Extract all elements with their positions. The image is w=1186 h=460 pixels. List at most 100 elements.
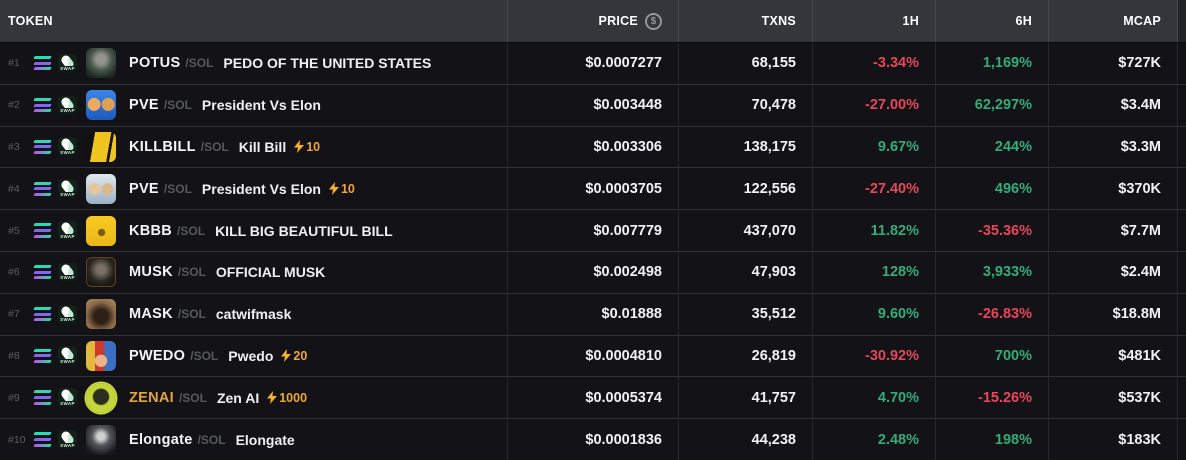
token-cell: #6 SWAP MUSK /SOL OFFICIAL MUSK <box>0 252 507 293</box>
change-1h-cell: -27.00% <box>812 84 935 126</box>
table-body: #1 SWAP POTUS /SOL PEDO OF THE UNITED ST… <box>0 42 1186 460</box>
token-avatar <box>86 90 116 121</box>
pumpswap-dex-icon: SWAP <box>58 430 77 450</box>
swap-tag-label: SWAP <box>58 400 77 408</box>
txns-cell: 68,155 <box>678 43 812 84</box>
scrollbar-track[interactable] <box>1177 251 1186 293</box>
token-row-5[interactable]: #5 SWAP KBBB /SOL KILL BIG BEAUTIFUL BIL… <box>0 209 1186 251</box>
scrollbar-track[interactable] <box>1177 210 1186 251</box>
rank-label: #10 <box>8 433 26 446</box>
col-header-6h[interactable]: 6H <box>935 0 1048 42</box>
swap-tag-label: SWAP <box>58 358 77 366</box>
scrollbar-track[interactable] <box>1177 335 1186 377</box>
change-1h-cell: 11.82% <box>812 210 935 251</box>
token-row-2[interactable]: #2 SWAP PVE /SOL President Vs Elon $0.00… <box>0 83 1186 126</box>
token-row-10[interactable]: #10 SWAP Elongate /SOL Elongate $0.00018… <box>0 418 1186 460</box>
change-1h-cell: 9.60% <box>812 293 935 335</box>
token-row-6[interactable]: #6 SWAP MUSK /SOL OFFICIAL MUSK $0.00249… <box>0 250 1186 293</box>
token-cell: #7 SWAP MASK /SOL catwifmask <box>0 294 507 335</box>
scrollbar-track[interactable] <box>1177 0 1186 42</box>
token-row-8[interactable]: #8 SWAP PWEDO /SOL Pwedo 20 $0.0004810 <box>0 334 1186 377</box>
token-avatar <box>86 382 116 413</box>
scrollbar-track[interactable] <box>1177 168 1186 210</box>
token-name: PEDO OF THE UNITED STATES <box>223 55 432 72</box>
token-name: OFFICIAL MUSK <box>215 264 326 281</box>
col-header-txns[interactable]: TXNS <box>678 0 812 42</box>
token-symbol: KILLBILL <box>129 138 196 155</box>
scrollbar-track[interactable] <box>1177 84 1186 126</box>
quote-pair: /SOL <box>178 390 207 405</box>
token-name: catwifmask <box>215 306 292 323</box>
col-header-price[interactable]: PRICE $ <box>507 0 678 42</box>
change-6h-cell: -15.26% <box>935 377 1048 419</box>
txns-cell: 70,478 <box>678 84 812 126</box>
lightning-icon <box>328 182 339 196</box>
quote-pair: /SOL <box>163 98 192 113</box>
txns-cell: 44,238 <box>678 419 812 460</box>
mcap-cell: $3.3M <box>1048 126 1177 168</box>
swap-tag-label: SWAP <box>58 317 77 324</box>
solana-chain-icon <box>33 56 52 71</box>
swap-tag-label: SWAP <box>58 233 77 241</box>
token-avatar <box>86 173 116 204</box>
quote-pair: /SOL <box>177 223 206 238</box>
token-symbol: MUSK <box>129 264 173 281</box>
token-avatar <box>86 340 116 371</box>
scrollbar-track[interactable] <box>1177 293 1186 335</box>
swap-tag-label: SWAP <box>58 108 77 115</box>
token-symbol: POTUS <box>129 55 181 72</box>
token-row-3[interactable]: #3 SWAP KILLBILL /SOL Kill Bill 10 $0.00… <box>0 125 1186 168</box>
pumpswap-dex-icon: SWAP <box>58 95 77 115</box>
token-row-9[interactable]: #9 SWAP ZENAI /SOL Zen AI 1000 $0.000537… <box>0 376 1186 419</box>
mcap-cell: $370K <box>1048 168 1177 210</box>
token-avatar <box>86 424 116 455</box>
solana-chain-icon <box>33 223 52 238</box>
txns-cell: 47,903 <box>678 251 812 293</box>
swap-tag-label: SWAP <box>58 149 77 157</box>
change-1h-cell: 4.70% <box>812 377 935 419</box>
change-1h-cell: 9.67% <box>812 126 935 168</box>
scrollbar-track[interactable] <box>1177 126 1186 168</box>
token-symbol: PWEDO <box>129 347 186 364</box>
rank-label: #4 <box>8 182 20 195</box>
col-header-1h[interactable]: 1H <box>812 0 935 42</box>
token-symbol: PVE <box>129 180 159 197</box>
price-cell: $0.0005374 <box>507 377 678 419</box>
quote-pair: /SOL <box>177 307 206 322</box>
token-cell: #2 SWAP PVE /SOL President Vs Elon <box>0 85 507 126</box>
token-row-7[interactable]: #7 SWAP MASK /SOL catwifmask $0.01888 35… <box>0 292 1186 335</box>
mcap-cell: $481K <box>1048 335 1177 377</box>
change-1h-cell: -3.34% <box>812 43 935 84</box>
txns-cell: 138,175 <box>678 126 812 168</box>
token-row-4[interactable]: #4 SWAP PVE /SOL President Vs Elon 10 $0… <box>0 167 1186 210</box>
change-6h-cell: -26.83% <box>935 293 1048 335</box>
dollar-circle-icon[interactable]: $ <box>645 12 662 30</box>
token-row-1[interactable]: #1 SWAP POTUS /SOL PEDO OF THE UNITED ST… <box>0 42 1186 84</box>
pumpswap-dex-icon: SWAP <box>58 262 77 282</box>
scrollbar-track[interactable] <box>1177 43 1186 84</box>
pumpswap-dex-icon: SWAP <box>58 137 77 157</box>
solana-chain-icon <box>33 348 52 364</box>
boost-badge: 10 <box>328 182 355 196</box>
price-cell: $0.0004810 <box>507 335 678 377</box>
token-symbol: PVE <box>129 97 159 114</box>
change-6h-cell: 244% <box>935 126 1048 168</box>
boost-badge: 1000 <box>267 391 307 405</box>
txns-cell: 26,819 <box>678 335 812 377</box>
scrollbar-track[interactable] <box>1177 419 1186 460</box>
quote-pair: /SOL <box>197 432 226 447</box>
token-avatar <box>86 215 116 246</box>
col-header-token[interactable]: TOKEN <box>8 14 53 28</box>
rank-label: #1 <box>8 57 20 70</box>
quote-pair: /SOL <box>177 265 206 280</box>
token-avatar <box>86 131 116 162</box>
scrollbar-track[interactable] <box>1177 377 1186 419</box>
token-cell: #3 SWAP KILLBILL /SOL Kill Bill 10 <box>0 127 507 168</box>
price-cell: $0.0003705 <box>507 168 678 210</box>
txns-cell: 437,070 <box>678 210 812 251</box>
col-header-mcap[interactable]: MCAP <box>1048 0 1177 42</box>
col-header-price-label: PRICE <box>598 14 638 28</box>
lightning-icon <box>294 140 305 154</box>
solana-chain-icon <box>33 306 52 322</box>
